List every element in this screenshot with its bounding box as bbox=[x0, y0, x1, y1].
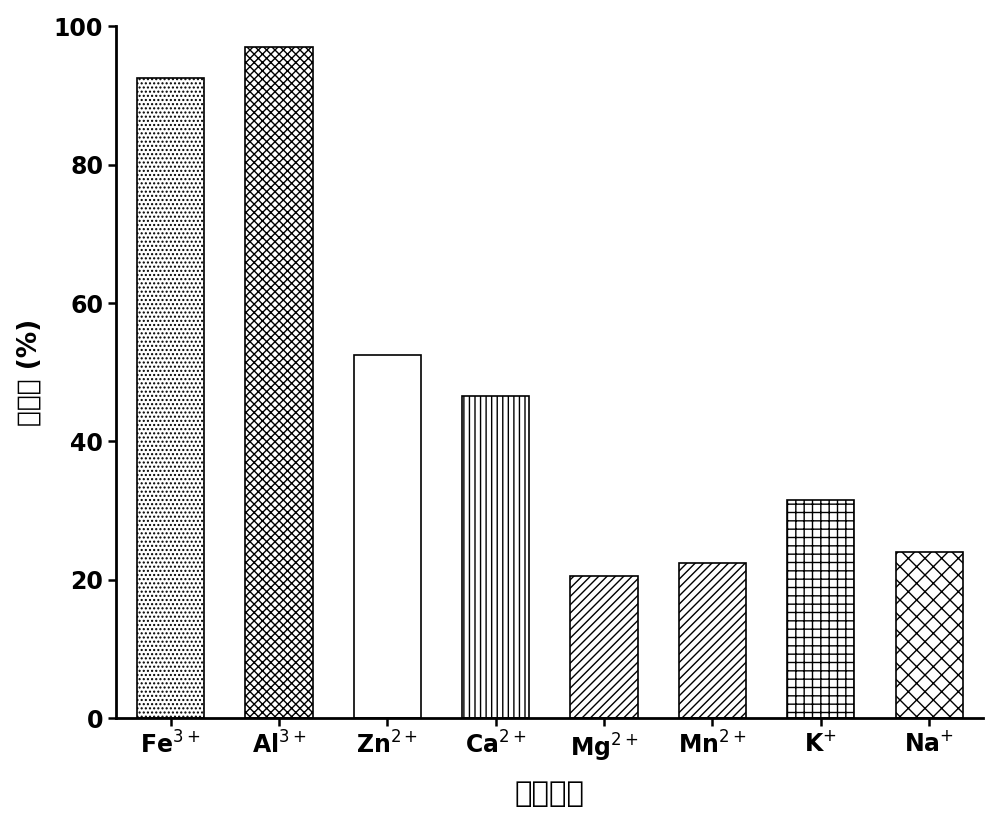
Bar bbox=[137, 78, 204, 719]
Bar bbox=[787, 500, 854, 719]
Bar bbox=[679, 563, 746, 719]
X-axis label: 金属离子: 金属离子 bbox=[515, 780, 585, 808]
Bar bbox=[570, 577, 638, 719]
Bar bbox=[462, 397, 529, 719]
Bar bbox=[245, 47, 313, 719]
Y-axis label: 絮凝率 (%): 絮凝率 (%) bbox=[17, 318, 43, 426]
Bar bbox=[354, 355, 421, 719]
Bar bbox=[896, 552, 963, 719]
